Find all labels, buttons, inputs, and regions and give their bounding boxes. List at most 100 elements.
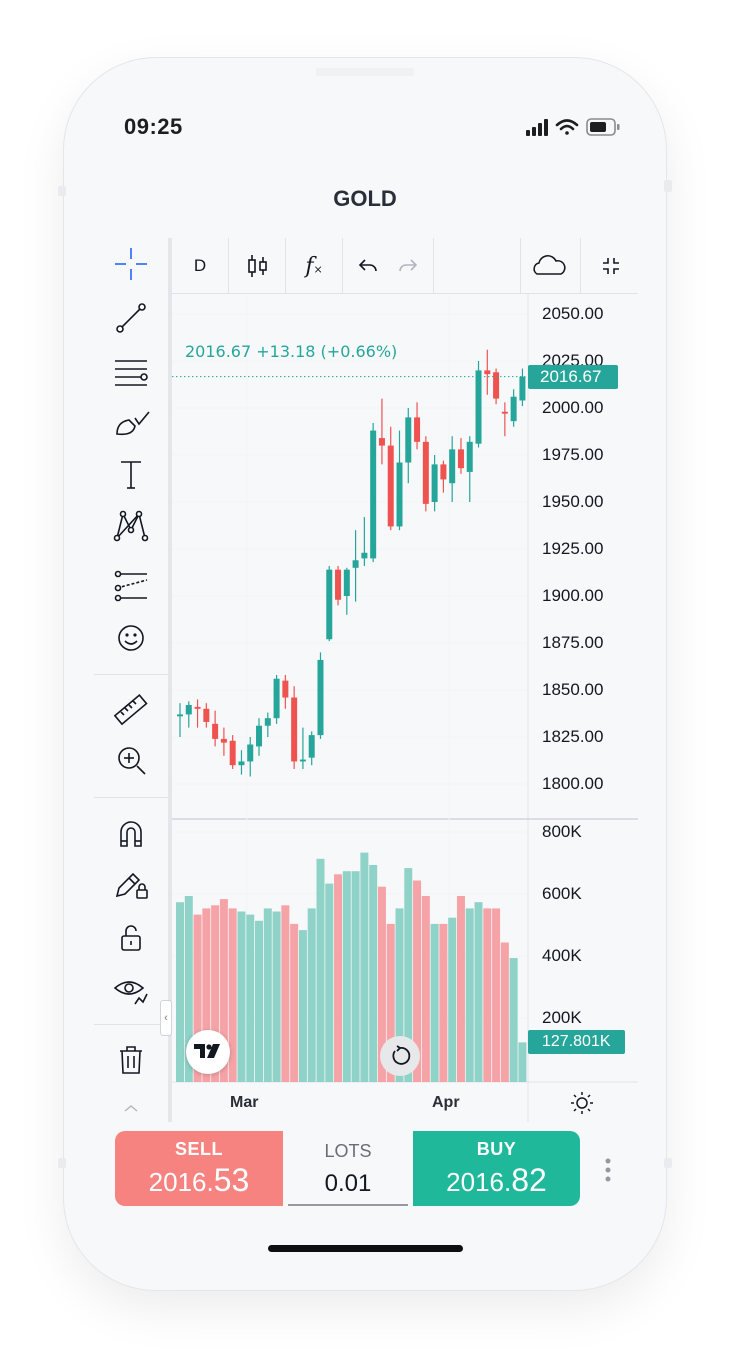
- candle-body: [422, 441, 429, 504]
- trash-icon: [120, 1046, 142, 1074]
- lots-underline: [288, 1204, 408, 1206]
- volume-bar: [290, 923, 299, 1082]
- smiley-icon: [118, 625, 144, 651]
- volume-bar: [202, 908, 211, 1082]
- candle-body: [457, 449, 464, 469]
- price-axis-label: 2000.00: [542, 398, 604, 417]
- volume-bar: [228, 908, 237, 1082]
- redo-button[interactable]: [388, 238, 428, 294]
- volume-bar: [334, 874, 343, 1082]
- phone-side-button: [664, 1158, 672, 1168]
- measure-tool[interactable]: [106, 688, 156, 732]
- volume-bar: [483, 908, 492, 1082]
- volume-bar: [360, 852, 369, 1082]
- volume-bar: [184, 896, 193, 1082]
- trend-line-tool[interactable]: [106, 296, 156, 340]
- ohlc-legend: 2016.67 +13.18 (+0.66%): [185, 342, 398, 361]
- zoom-tool[interactable]: [106, 738, 156, 782]
- crosshair-tool[interactable]: [106, 242, 156, 286]
- settings-sun-icon[interactable]: [569, 1090, 595, 1116]
- buy-price: 2016.82: [446, 1162, 547, 1198]
- candle-body: [291, 697, 298, 762]
- price-axis-label: 1850.00: [542, 680, 604, 699]
- volume-bar: [298, 930, 307, 1082]
- candle-body: [282, 680, 289, 698]
- sell-label: SELL: [174, 1139, 223, 1159]
- candle-body: [264, 718, 271, 726]
- pencil-lock-icon: [115, 872, 148, 899]
- candle-body: [220, 738, 227, 743]
- scroll-up-tool[interactable]: [106, 1098, 156, 1118]
- candle-body: [212, 723, 219, 739]
- volume-bar: [211, 905, 220, 1082]
- hide-drawings-tool[interactable]: [106, 968, 156, 1012]
- price-axis-label: 1900.00: [542, 586, 604, 605]
- collapse-fullscreen-button[interactable]: [584, 238, 638, 294]
- forecast-icon: [114, 570, 148, 602]
- volume-bar: [395, 908, 404, 1082]
- lock-all-tool[interactable]: [106, 916, 156, 960]
- chart-type-button[interactable]: [229, 238, 285, 294]
- undo-button[interactable]: [348, 238, 388, 294]
- candle-body: [484, 370, 491, 375]
- candle-body: [378, 438, 385, 446]
- brush-tool[interactable]: [106, 400, 156, 444]
- candle-body: [510, 396, 517, 422]
- lots-field[interactable]: LOTS 0.01: [283, 1131, 413, 1206]
- status-icons: [526, 118, 620, 136]
- emoji-tool[interactable]: [106, 616, 156, 660]
- volume-bar: [342, 871, 351, 1082]
- buy-label: BUY: [476, 1139, 517, 1159]
- buy-button[interactable]: BUY 2016.82: [413, 1131, 580, 1206]
- delete-tool[interactable]: [106, 1038, 156, 1082]
- candle-body: [229, 740, 236, 766]
- volume-bar: [176, 902, 184, 1082]
- phone-side-button: [58, 186, 66, 196]
- candle-body: [335, 569, 342, 600]
- volume-bar: [492, 908, 501, 1082]
- tv-logo-icon: [194, 1044, 220, 1058]
- chevron-left-icon: ‹: [164, 1012, 168, 1024]
- battery-icon: [586, 118, 620, 136]
- forecast-tool[interactable]: [106, 564, 156, 608]
- volume-bar: [316, 858, 325, 1082]
- volume-bar: [325, 883, 334, 1082]
- volume-axis-label: 800K: [542, 822, 582, 841]
- fib-retracement-icon: [115, 360, 148, 386]
- lock-drawing-tool[interactable]: [106, 864, 156, 908]
- interval-button[interactable]: D: [172, 238, 228, 294]
- sell-button[interactable]: SELL 2016.53: [115, 1131, 283, 1206]
- phone-side-button: [664, 180, 672, 192]
- tradingview-logo[interactable]: [186, 1030, 230, 1074]
- status-time: 09:25: [124, 114, 183, 139]
- sell-price: 2016.53: [148, 1162, 250, 1198]
- home-indicator: [268, 1245, 463, 1252]
- collapse-tools-tab[interactable]: ‹: [160, 1000, 172, 1036]
- volume-axis-label: 400K: [542, 946, 582, 965]
- text-tool[interactable]: [106, 452, 156, 496]
- toolbar-divider: [228, 238, 229, 294]
- candle-body: [475, 370, 482, 444]
- candle-body: [247, 744, 254, 762]
- phone-side-button: [58, 1158, 66, 1168]
- tools-divider: [94, 674, 168, 675]
- redo-icon: [399, 259, 418, 272]
- cloud-save-button[interactable]: [521, 238, 577, 294]
- reset-chart-button[interactable]: [380, 1036, 420, 1076]
- more-options-icon[interactable]: [604, 1158, 612, 1182]
- collapse-icon: [603, 258, 619, 274]
- chevron-up-icon: [124, 1105, 138, 1112]
- fib-tool[interactable]: [106, 350, 156, 394]
- pattern-tool[interactable]: [106, 504, 156, 548]
- candle-body: [343, 569, 350, 596]
- signal-icon: [526, 119, 548, 136]
- ruler-icon: [113, 693, 148, 726]
- candle-body: [256, 725, 263, 747]
- indicators-button[interactable]: f×: [286, 238, 342, 294]
- magnet-tool[interactable]: [106, 812, 156, 856]
- volume-bar: [465, 908, 474, 1082]
- volume-bar: [386, 923, 395, 1082]
- volume-bar: [448, 917, 457, 1082]
- price-chart[interactable]: [172, 294, 638, 1122]
- candle-body: [326, 569, 333, 640]
